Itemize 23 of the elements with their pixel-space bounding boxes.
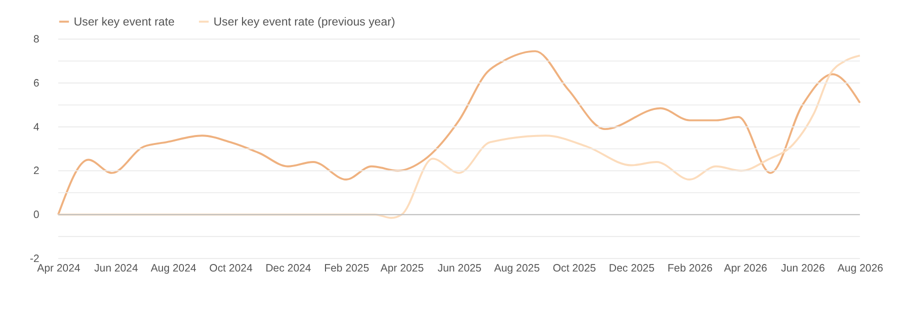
x-tick-label: Feb 2026 bbox=[668, 262, 713, 275]
y-tick-label: 4 bbox=[33, 121, 40, 134]
x-tick-label: Aug 2026 bbox=[838, 262, 884, 275]
x-tick-label: Jun 2025 bbox=[438, 262, 482, 275]
x-tick-label: Oct 2025 bbox=[552, 262, 596, 275]
x-tick-label: Apr 2026 bbox=[724, 262, 768, 275]
x-tick-label: Oct 2024 bbox=[209, 262, 253, 275]
y-tick-label: -2 bbox=[30, 252, 40, 265]
x-tick-label: Jun 2024 bbox=[94, 262, 138, 275]
x-tick-label: Apr 2025 bbox=[380, 262, 424, 275]
y-tick-label: 0 bbox=[33, 209, 40, 222]
x-tick-label: Aug 2024 bbox=[150, 262, 196, 275]
legend-label: User key event rate (previous year) bbox=[214, 16, 396, 29]
y-tick-label: 6 bbox=[33, 77, 40, 90]
x-tick-label: Dec 2025 bbox=[608, 262, 655, 275]
y-tick-label: 2 bbox=[33, 165, 40, 178]
x-tick-label: Aug 2025 bbox=[494, 262, 540, 275]
x-tick-label: Apr 2024 bbox=[37, 262, 80, 275]
x-tick-label: Dec 2024 bbox=[265, 262, 312, 275]
y-tick-label: 8 bbox=[33, 34, 40, 46]
legend-label: User key event rate bbox=[74, 16, 175, 29]
x-tick-label: Feb 2025 bbox=[324, 262, 370, 275]
x-tick-label: Jun 2026 bbox=[781, 262, 825, 275]
